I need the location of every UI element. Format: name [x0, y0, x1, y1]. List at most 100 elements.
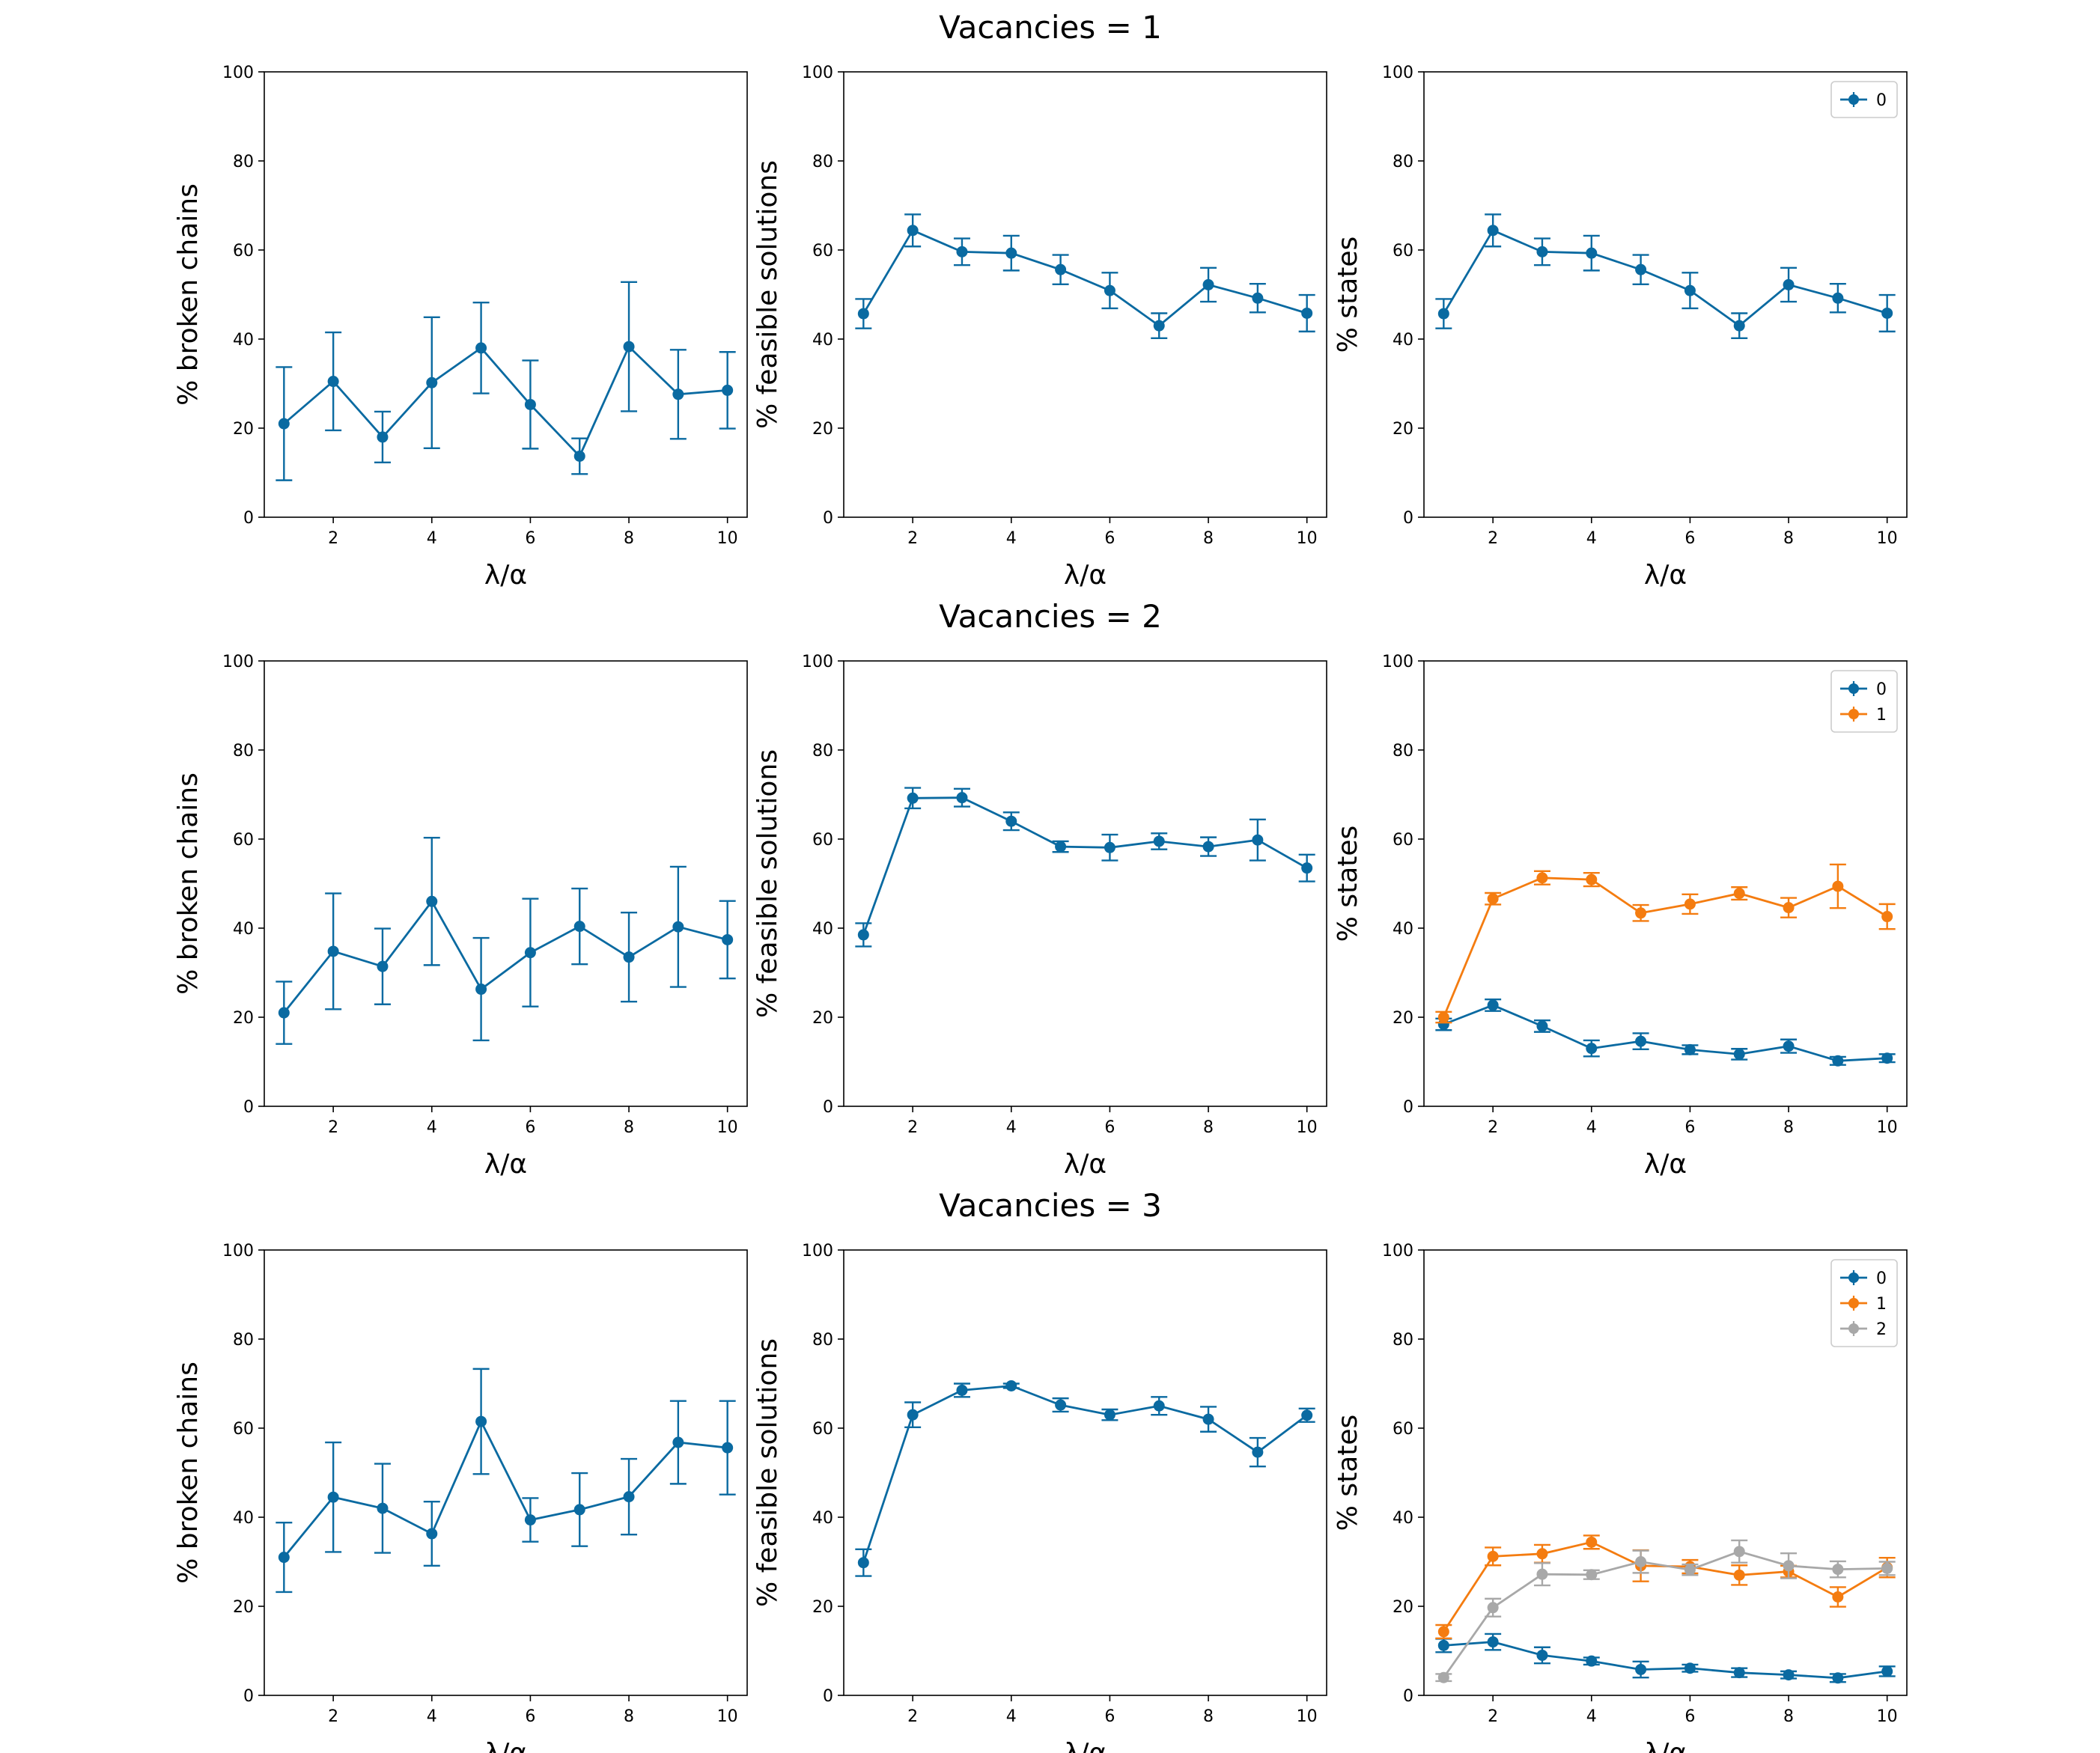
x-tick-label: 8: [1783, 1707, 1794, 1726]
series-0-line: [283, 899, 728, 1013]
series-1-point: [1487, 893, 1499, 905]
series-0-point: [1252, 292, 1264, 304]
x-tick-label: 6: [525, 1707, 535, 1726]
series-0-point: [524, 1514, 536, 1526]
series-0-line: [1443, 1641, 1887, 1680]
series-1-point: [1487, 1550, 1499, 1562]
y-tick-label: 40: [1393, 331, 1413, 350]
series-0-line: [283, 344, 728, 458]
series-1-point: [1586, 874, 1598, 885]
legend-swatch-marker: [1848, 709, 1859, 719]
series-0-point: [1783, 278, 1795, 290]
chart-row3-broken: 0 20 40 60 80 100 2 4 6 8 10 λ/α % broken chains: [173, 1242, 748, 1753]
y-tick-label: 40: [812, 920, 833, 939]
x-tick-label: 4: [1586, 529, 1597, 548]
series-0-line: [283, 1418, 728, 1558]
series-0-point: [475, 1415, 487, 1427]
series-2-point: [1733, 1546, 1745, 1558]
y-axis-label: % feasible solutions: [752, 749, 783, 1018]
y-tick-label: 0: [1403, 1098, 1413, 1117]
x-tick-label: 2: [907, 529, 918, 548]
series-0-point: [1487, 1636, 1499, 1648]
series-0-point: [327, 945, 339, 957]
y-tick-label: 60: [1393, 831, 1413, 850]
series-0-point: [1252, 1446, 1264, 1458]
x-tick-label: 10: [717, 1707, 738, 1726]
axes-frame: [264, 71, 748, 518]
series-0-point: [475, 984, 487, 996]
series-0-point: [1104, 1409, 1116, 1421]
series-0-point: [1832, 1672, 1844, 1684]
series-0-point: [1586, 1655, 1598, 1667]
axes-frame: [1423, 71, 1908, 518]
x-tick-label: 4: [1006, 1707, 1017, 1726]
series-0-point: [1437, 1639, 1449, 1651]
x-tick-label: 10: [717, 529, 738, 548]
x-axis-label: λ/α: [484, 1149, 527, 1180]
y-axis-label: % states: [1333, 237, 1363, 353]
series-0-line: [1443, 1004, 1887, 1062]
series-0-line: [862, 796, 1308, 936]
series-1-point: [1684, 898, 1696, 910]
legend-swatch-marker: [1848, 1298, 1859, 1308]
x-tick-label: 6: [525, 1118, 535, 1137]
series-0-point: [956, 246, 968, 257]
legend-swatch-marker: [1848, 1323, 1859, 1334]
series-1-line: [1443, 1540, 1888, 1632]
series-0-point: [623, 341, 635, 353]
axes-frame: [843, 71, 1327, 518]
x-tick-label: 2: [328, 529, 338, 548]
legend-label: 1: [1876, 1295, 1887, 1314]
x-tick-label: 6: [1684, 1707, 1695, 1726]
series-1-point: [1536, 872, 1548, 884]
y-tick-label: 20: [1393, 1598, 1413, 1617]
y-axis-label: % feasible solutions: [752, 160, 783, 429]
x-tick-label: 2: [907, 1707, 918, 1726]
y-tick-label: 100: [802, 64, 833, 82]
chart-row2-broken: 0 20 40 60 80 100 2 4 6 8 10 λ/α % broken chains: [173, 653, 748, 1180]
axes-frame: [1423, 1249, 1908, 1696]
chart-row3-feasible: 0 20 40 60 80 100 2 4 6 8 10 λ/α % feasible solution…: [752, 1242, 1327, 1753]
series-0-point: [907, 792, 919, 804]
x-tick-label: 2: [907, 1118, 918, 1137]
series-0-point: [475, 342, 487, 354]
y-tick-label: 40: [812, 331, 833, 350]
y-tick-label: 0: [243, 1687, 254, 1706]
series-0-point: [573, 921, 585, 933]
series-0-point: [1635, 1035, 1647, 1047]
x-axis-label: λ/α: [1064, 1738, 1107, 1753]
y-tick-label: 20: [812, 420, 833, 439]
chart-row3-states: 0 20 40 60 80 100 2 4 6 8 10 λ/α % states 0 1 2: [1333, 1242, 1908, 1753]
y-tick-label: 40: [1393, 1509, 1413, 1528]
y-tick-label: 20: [233, 1598, 254, 1617]
axes-frame: [843, 660, 1327, 1107]
series-0-point: [1783, 1669, 1795, 1681]
series-0-point: [1586, 247, 1598, 259]
series-0-point: [1153, 320, 1165, 332]
series-0-point: [1301, 1409, 1313, 1421]
x-tick-label: 4: [427, 1707, 437, 1726]
series-0-point: [1301, 307, 1313, 319]
series-0-point: [1536, 246, 1548, 257]
y-tick-label: 60: [812, 1420, 833, 1439]
y-axis-label: % states: [1333, 1415, 1363, 1531]
x-axis-label: λ/α: [1644, 1149, 1687, 1180]
y-tick-label: 60: [233, 831, 254, 850]
series-0-point: [1153, 835, 1165, 847]
y-tick-label: 100: [1382, 653, 1413, 671]
x-tick-label: 4: [427, 529, 437, 548]
x-tick-label: 8: [624, 1118, 634, 1137]
series-0-point: [426, 1528, 438, 1540]
series-0-line: [862, 1385, 1308, 1564]
y-tick-label: 0: [1403, 509, 1413, 528]
y-tick-label: 100: [1382, 1242, 1413, 1260]
series-0-point: [672, 388, 684, 400]
y-axis-label: % feasible solutions: [752, 1338, 783, 1607]
x-tick-label: 10: [1877, 1707, 1898, 1726]
series-0-point: [1635, 263, 1647, 275]
series-0-point: [956, 792, 968, 804]
x-tick-label: 6: [1104, 1118, 1115, 1137]
series-1-point: [1586, 1536, 1598, 1548]
x-tick-label: 10: [1297, 1707, 1318, 1726]
